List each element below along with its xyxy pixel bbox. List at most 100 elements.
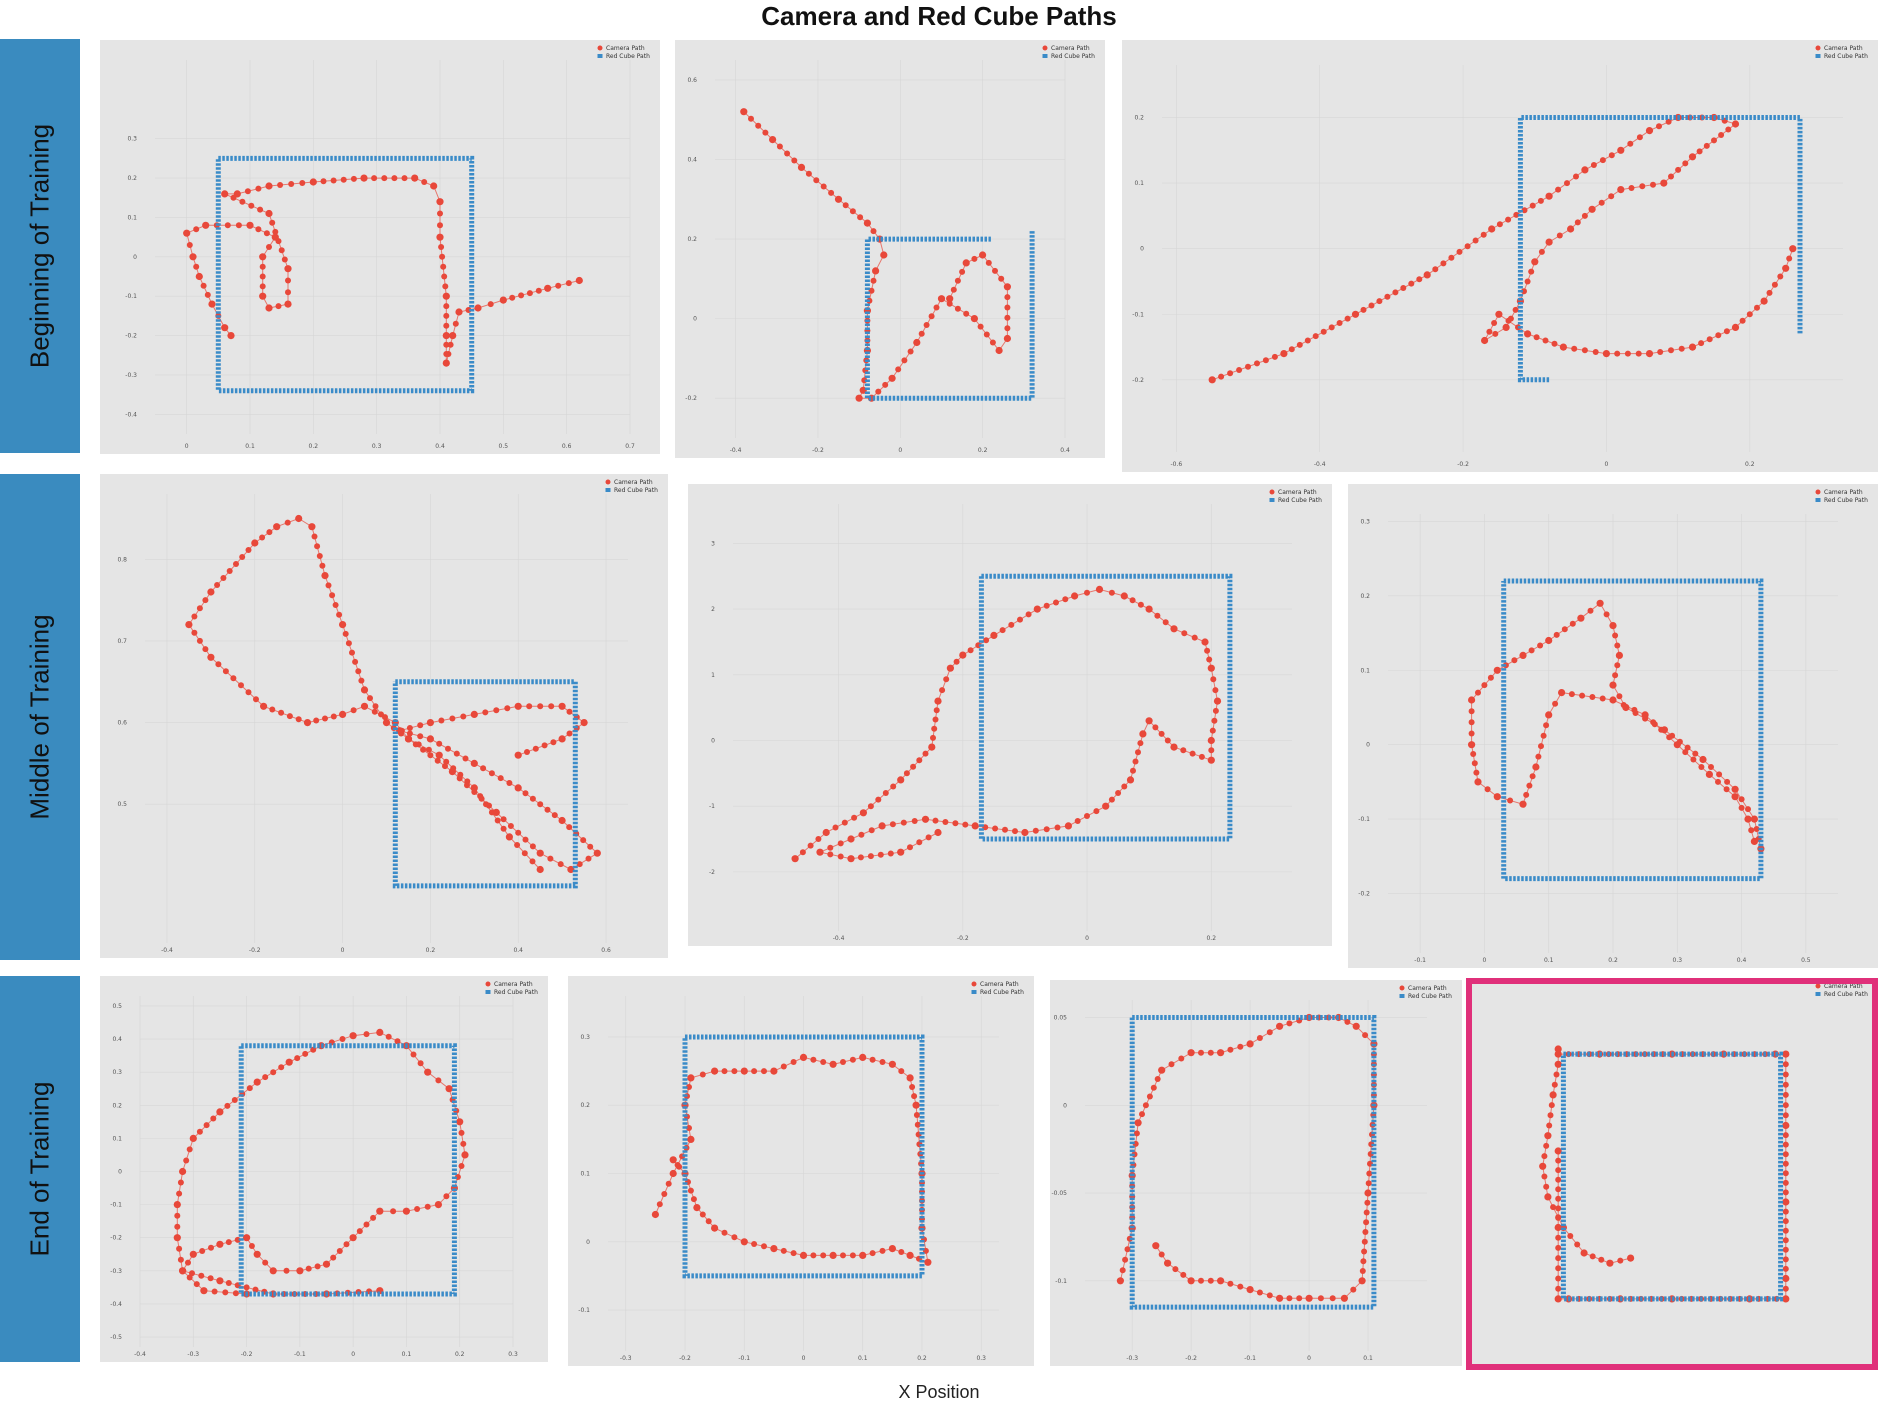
chart-panel-r1c1: -0.4 -0.2 0 0.2 3 2 1 0 -1 -2 Camera Path Red Cube … <box>688 484 1332 946</box>
camera-path-point <box>1738 796 1745 803</box>
camera-path-point <box>273 523 281 531</box>
camera-path-point <box>1481 336 1489 345</box>
camera-path-point <box>1004 325 1011 332</box>
camera-path-point <box>832 824 839 831</box>
camera-path-point <box>284 265 292 273</box>
camera-path-point <box>954 277 961 284</box>
camera-path-point <box>285 277 291 284</box>
camera-path-point <box>536 865 544 874</box>
cube-path-line <box>682 1034 925 1279</box>
camera-path-point <box>903 770 910 777</box>
camera-path-point <box>1178 1055 1185 1062</box>
camera-path-point <box>1711 137 1717 144</box>
camera-path-point <box>193 226 200 233</box>
camera-path-point <box>189 1134 197 1142</box>
camera-path-point <box>401 175 408 182</box>
camera-path-point <box>1164 737 1171 744</box>
camera-path-point <box>322 715 328 722</box>
x-tick-label: -0.4 <box>730 447 742 454</box>
camera-path-point <box>1362 1229 1369 1235</box>
camera-path-point <box>888 1060 896 1068</box>
camera-path-line <box>176 1031 466 1295</box>
x-tick-label: 0.6 <box>562 443 572 450</box>
camera-path-point <box>1782 1198 1790 1206</box>
x-tick-label: 0.2 <box>1206 935 1216 942</box>
y-tick-label: 3 <box>711 540 715 547</box>
camera-path-point <box>1617 1257 1624 1264</box>
camera-path-point <box>1771 281 1778 288</box>
camera-path-point <box>195 272 203 281</box>
camera-path-point <box>189 1250 197 1258</box>
camera-path-point <box>983 637 990 644</box>
camera-path-point <box>243 1284 250 1291</box>
camera-path-point <box>967 647 974 654</box>
y-tick-label: 0.7 <box>117 638 127 645</box>
camera-path-point <box>1139 730 1147 738</box>
camera-path-point <box>343 1241 350 1248</box>
chart-svg-r1c2: -0.1 0 0.1 0.2 0.3 0.4 0.5 0.3 0.2 0.1 0 -0.1 -0.2 Ca… <box>1358 489 1868 964</box>
legend-camera-label: Camera Path <box>1824 489 1863 496</box>
camera-path-point <box>699 1211 706 1218</box>
camera-path-point <box>995 346 1003 355</box>
legend-cube-label: Red Cube Path <box>980 989 1024 996</box>
camera-path-point <box>198 1272 205 1279</box>
camera-path-point <box>942 819 949 825</box>
camera-path-point <box>1344 1018 1351 1025</box>
y-tick-label: -0.2 <box>1132 377 1144 384</box>
camera-path-point <box>1614 350 1621 357</box>
legend-cube-marker <box>1815 498 1821 502</box>
camera-path-point <box>505 833 513 841</box>
camera-path-point <box>438 717 445 724</box>
camera-path-point <box>1555 1176 1562 1183</box>
camera-path-point <box>382 719 391 727</box>
x-tick-label: 0.5 <box>1801 957 1811 964</box>
camera-path-point <box>1614 642 1621 649</box>
legend-camera-marker <box>1042 45 1048 51</box>
camera-path-point <box>352 658 359 665</box>
camera-path-point <box>1545 711 1553 719</box>
camera-path-point <box>1502 323 1510 331</box>
camera-path-point <box>1569 620 1576 627</box>
x-tick-label: -0.3 <box>187 1351 199 1358</box>
camera-path-point <box>820 1252 827 1259</box>
camera-path-point <box>221 190 229 198</box>
camera-path-point <box>1004 294 1011 301</box>
camera-path-point <box>1573 173 1579 180</box>
camera-path-point <box>363 1031 370 1038</box>
camera-path-point <box>186 242 193 248</box>
y-tick-label: -0.1 <box>1132 311 1144 318</box>
y-tick-label: 0.1 <box>1134 180 1144 187</box>
camera-path-point <box>253 1078 261 1086</box>
camera-path-point <box>259 253 267 261</box>
x-tick-label: 0.6 <box>601 947 611 954</box>
camera-path-point <box>529 858 536 865</box>
camera-path-point <box>1317 1295 1324 1302</box>
camera-path-point <box>907 348 914 355</box>
camera-path-point <box>470 710 478 718</box>
camera-path-point <box>799 849 806 856</box>
camera-path-point <box>214 582 221 588</box>
legend-cube-label: Red Cube Path <box>1824 991 1868 998</box>
camera-path-point <box>855 394 863 402</box>
camera-path-point <box>1201 638 1209 646</box>
camera-path-point <box>849 1252 856 1259</box>
camera-path-point <box>436 198 444 206</box>
camera-path-point <box>1660 726 1668 734</box>
camera-path-point <box>445 1085 453 1093</box>
camera-path-point <box>769 136 777 144</box>
camera-path-point <box>1698 340 1705 347</box>
y-tick-label: -0.1 <box>110 1202 122 1209</box>
camera-path-point <box>226 568 233 574</box>
camera-path-point <box>196 1128 203 1135</box>
camera-path-point <box>1548 1102 1555 1109</box>
camera-path-point <box>985 259 992 266</box>
camera-path-point <box>971 822 979 830</box>
camera-path-point <box>912 1101 920 1109</box>
camera-path-point <box>840 1252 846 1259</box>
camera-path-point <box>1227 1046 1234 1053</box>
camera-path-point <box>1366 1170 1373 1177</box>
camera-path-point <box>1170 743 1178 751</box>
camera-path-point <box>580 719 588 727</box>
camera-path-point <box>255 226 262 233</box>
camera-path-point <box>1002 826 1008 833</box>
